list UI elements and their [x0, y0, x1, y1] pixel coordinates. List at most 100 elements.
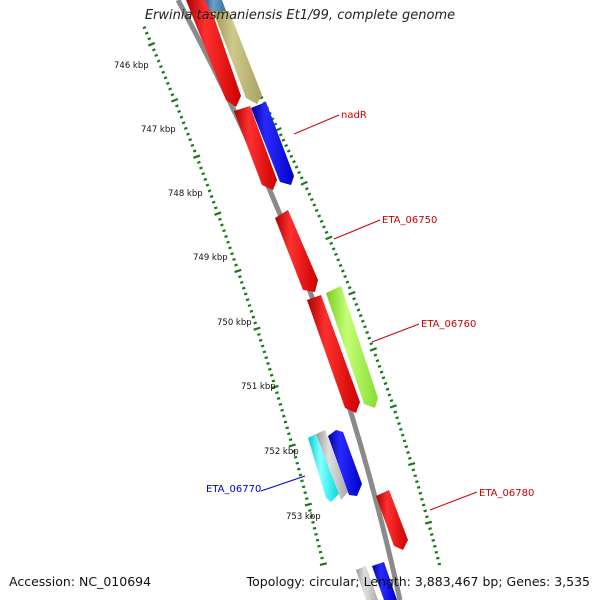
scale-tick-minor — [425, 515, 429, 519]
scale-tick-minor — [203, 177, 208, 181]
scale-tick-minor — [205, 183, 210, 187]
scale-tick-minor — [377, 364, 382, 368]
scale-tick-minor — [201, 172, 206, 176]
scale-tick-minor — [168, 87, 172, 91]
scale-tick-minor — [144, 31, 149, 35]
scale-tick-minor — [400, 433, 405, 437]
scale-tick-minor — [434, 550, 439, 554]
scale-tick-minor — [314, 532, 318, 536]
scale-tick-minor — [385, 387, 390, 391]
gene-feature-red[interactable] — [307, 295, 360, 413]
scale-tick-minor — [192, 149, 197, 153]
scale-tick-major — [234, 268, 242, 274]
scale-tick-minor — [269, 373, 274, 377]
scale-tick-minor — [367, 336, 372, 340]
label-leaders — [260, 114, 478, 511]
scale-tick-major — [288, 443, 296, 448]
scale-tick-major — [389, 404, 397, 409]
gene-label-ETA_06780[interactable]: ETA_06780 — [479, 488, 534, 499]
scale-tick-minor — [432, 544, 437, 548]
scale-tick-minor — [345, 280, 350, 284]
scale-tick-minor — [241, 286, 246, 290]
scale-tick-minor — [280, 408, 284, 412]
scale-tick-minor — [289, 154, 294, 158]
scale-tick-minor — [142, 25, 147, 30]
scale-tick-minor — [322, 225, 326, 229]
gene-feature-blue[interactable] — [372, 562, 397, 600]
leader-line-ETA_06750 — [333, 219, 381, 240]
leader-line-ETA_06770 — [260, 475, 306, 492]
scale-tick-minor — [245, 298, 250, 302]
scale-tick-minor — [243, 292, 248, 296]
scale-tick-minor — [333, 252, 338, 257]
scale-tick-minor — [159, 64, 163, 69]
page-title: Erwinia tasmaniensis Et1/99, complete ge… — [144, 8, 456, 23]
scale-tick-minor — [416, 485, 421, 489]
scale-tick-minor — [397, 422, 401, 426]
scale-tick-minor — [181, 121, 186, 125]
scale-tick-minor — [232, 257, 236, 261]
scale-tick-minor — [249, 309, 254, 313]
scale-tick-minor — [358, 313, 363, 318]
scale-tick-major — [147, 41, 156, 47]
scale-tick-minor — [317, 544, 321, 548]
scale-tick-minor — [278, 133, 283, 137]
gene-feature-red[interactable] — [186, 0, 241, 107]
scale-tick-minor — [309, 514, 314, 518]
scale-tick-minor — [311, 520, 315, 524]
gene-label-ETA_06750[interactable]: ETA_06750 — [382, 215, 437, 226]
gene-labels: nadR ETA_06750 ETA_06760 ETA_06770 ETA_0… — [206, 110, 534, 499]
scale-tick-minor — [398, 427, 403, 431]
scale-tick-major — [193, 154, 201, 159]
gene-feature-red[interactable] — [275, 210, 318, 292]
scale-tick-minor — [421, 503, 426, 507]
scale-tick-minor — [365, 330, 369, 335]
gene-feature-red[interactable] — [376, 490, 408, 550]
scale-tick-minor — [354, 302, 359, 307]
scale-tick-major — [369, 347, 378, 352]
gene-feature-cyan[interactable] — [308, 434, 339, 502]
gene-label-nadR[interactable]: nadR — [341, 110, 367, 121]
gene-feature-silver[interactable] — [316, 430, 348, 500]
gene-feature-steel[interactable] — [205, 0, 226, 11]
gene-feature-red[interactable] — [234, 106, 277, 190]
gene-feature-blue[interactable] — [328, 430, 362, 496]
scale-tick-minor — [238, 275, 242, 279]
accession-text: Accession: NC_010694 — [9, 574, 152, 589]
scale-tick-minor — [287, 432, 291, 436]
gene-feature-silver[interactable] — [356, 566, 378, 600]
scale-tick-minor — [267, 367, 272, 371]
scale-tick-minor — [161, 70, 166, 74]
scale-tick-minor — [369, 342, 374, 346]
scale-tick-minor — [199, 166, 203, 170]
scale-tick-minor — [156, 59, 161, 63]
scale-tick-minor — [329, 241, 334, 246]
leader-line-ETA_06780 — [429, 491, 478, 511]
gene-label-ETA_06760[interactable]: ETA_06760 — [421, 319, 476, 330]
scale-tick-major — [271, 384, 279, 389]
scale-label: 750 kbp — [217, 318, 252, 328]
scale-tick-minor — [352, 297, 356, 301]
scale-tick-minor — [286, 149, 291, 153]
scale-tick-major — [348, 290, 356, 296]
scale-tick-minor — [312, 203, 317, 207]
scale-tick-minor — [147, 37, 152, 41]
scale-tick-minor — [183, 126, 188, 131]
gene-features — [186, 0, 408, 600]
scale-tick-minor — [209, 194, 214, 199]
gene-feature-blue[interactable] — [251, 102, 294, 185]
scale-tick-minor — [341, 269, 345, 273]
scale-tick-minor — [415, 480, 419, 484]
gene-feature-khaki[interactable] — [213, 11, 262, 104]
gene-label-ETA_06770[interactable]: ETA_06770 — [206, 484, 261, 495]
scale-tick-major — [319, 562, 328, 566]
scale-tick-minor — [301, 485, 306, 489]
scale-tick-minor — [251, 315, 256, 319]
scale-tick-minor — [278, 402, 283, 406]
scale-tick-minor — [413, 474, 418, 478]
gene-feature-lime[interactable] — [326, 286, 378, 408]
scale-tick-minor — [222, 229, 226, 233]
scale-tick-minor — [431, 538, 436, 542]
scale-tick-minor — [281, 414, 286, 418]
